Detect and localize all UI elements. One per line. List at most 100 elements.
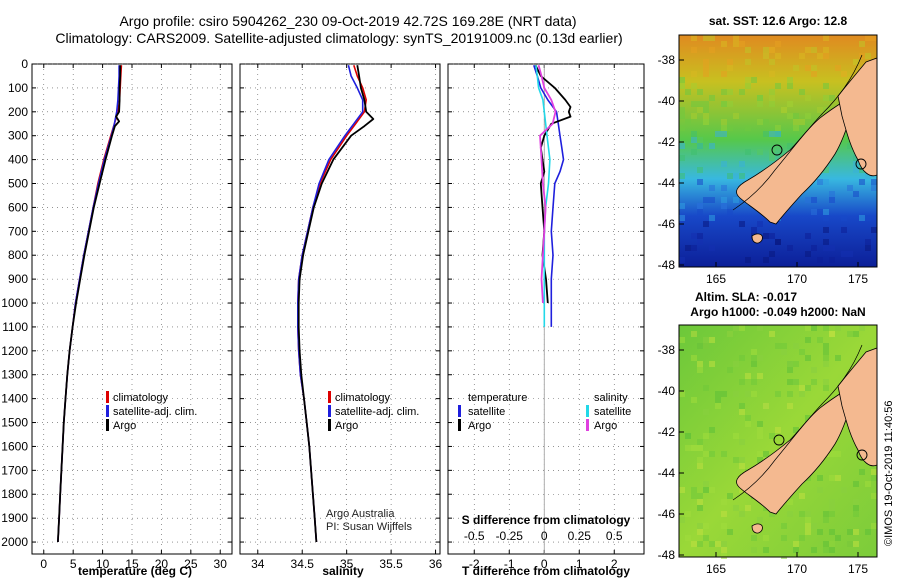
map-pixel — [811, 379, 817, 385]
map-pixel — [859, 469, 865, 475]
map-pixel — [679, 391, 685, 397]
map-pixel — [739, 403, 745, 409]
map-pixel — [817, 53, 823, 59]
map-pixel — [739, 457, 745, 463]
map-pixel — [763, 47, 769, 53]
map-pixel — [727, 89, 733, 95]
x-tick-label: -2 — [469, 557, 480, 571]
map-pixel — [865, 173, 871, 179]
map-pixel — [679, 143, 685, 149]
map-pixel — [709, 427, 715, 433]
map-pixel — [733, 505, 739, 511]
map-pixel — [745, 59, 751, 65]
map-pixel — [859, 41, 865, 47]
map-pixel — [691, 487, 697, 493]
map-pixel — [751, 391, 757, 397]
depth-tick-label: 100 — [8, 81, 28, 95]
map-pixel — [709, 47, 715, 53]
map-pixel — [745, 83, 751, 89]
x-tick-label: 35.5 — [379, 557, 403, 571]
depth-tick-label: 1500 — [1, 416, 28, 430]
map-pixel — [751, 547, 757, 553]
map-pixel — [817, 487, 823, 493]
map-pixel — [721, 541, 727, 547]
map-pixel — [823, 385, 829, 391]
map-pixel — [715, 131, 721, 137]
map-pixel — [697, 367, 703, 373]
map-pixel — [829, 95, 835, 101]
salinity-panel: 34 34.5 35 35.5 36 — [239, 63, 443, 571]
map-pixel — [811, 209, 817, 215]
map-pixel — [733, 391, 739, 397]
map-pixel — [721, 547, 727, 553]
map-pixel — [823, 349, 829, 355]
s-tick-label: 0.25 — [568, 529, 592, 543]
map-pixel — [817, 475, 823, 481]
legend-t-satellite: satellite — [468, 406, 505, 418]
map-pixel — [775, 41, 781, 47]
map-pixel — [781, 535, 787, 541]
map-pixel — [847, 143, 853, 149]
map-pixel — [751, 355, 757, 361]
map-pixel — [763, 119, 769, 125]
map-pixel — [805, 47, 811, 53]
sst-contour — [732, 54, 863, 211]
map-pixel — [865, 239, 871, 245]
map-pixel — [769, 233, 775, 239]
map-pixel — [715, 541, 721, 547]
legend-swatch-s-satellite — [586, 405, 589, 417]
map-pixel — [805, 523, 811, 529]
sla-south-island — [736, 389, 851, 515]
lat-tick-label: -48 — [658, 258, 676, 272]
map-pixel — [823, 343, 829, 349]
legend-swatch-argo — [328, 419, 331, 431]
map-pixel — [841, 71, 847, 77]
map-pixel — [691, 331, 697, 337]
legend-climatology: climatology — [113, 392, 169, 404]
map-pixel — [697, 457, 703, 463]
map-pixel — [679, 113, 685, 119]
map-pixel — [805, 251, 811, 257]
sla-marker-icon — [856, 449, 868, 461]
lon-tick-label: 170 — [787, 562, 807, 576]
map-pixel — [805, 95, 811, 101]
map-pixel — [685, 535, 691, 541]
series-line-t-satellite — [533, 64, 565, 327]
x-tick-label: 1 — [576, 557, 583, 571]
map-pixel — [733, 325, 739, 331]
map-pixel — [805, 325, 811, 331]
map-pixel — [835, 535, 841, 541]
map-pixel — [727, 493, 733, 499]
map-pixel — [853, 499, 859, 505]
map-pixel — [811, 197, 817, 203]
map-pixel — [829, 197, 835, 203]
depth-tick-label: 1100 — [2, 320, 28, 334]
map-pixel — [679, 107, 685, 113]
map-pixel — [739, 439, 745, 445]
s-tick-label: 0.5 — [606, 529, 623, 543]
map-pixel — [739, 355, 745, 361]
map-pixel — [751, 227, 757, 233]
map-pixel — [871, 185, 877, 191]
map-pixel — [685, 119, 691, 125]
map-pixel — [745, 47, 751, 53]
lon-tick-label: 170 — [787, 272, 807, 286]
map-pixel — [715, 403, 721, 409]
sst-marker-icon — [855, 158, 867, 170]
map-pixel — [727, 331, 733, 337]
map-pixel — [805, 233, 811, 239]
depth-tick-label: 900 — [8, 272, 28, 286]
map-pixel — [793, 113, 799, 119]
map-pixel — [805, 197, 811, 203]
legend-satellite-adj: satellite-adj. clim. — [335, 406, 419, 418]
map-pixel — [835, 451, 841, 457]
legend-temperature-title: temperature — [468, 392, 527, 404]
map-pixel — [799, 535, 805, 541]
map-pixel — [769, 131, 775, 137]
map-pixel — [745, 391, 751, 397]
map-pixel — [871, 475, 877, 481]
map-pixel — [733, 361, 739, 367]
salinity-legend: climatology satellite-adj. clim. Argo — [328, 391, 419, 432]
map-pixel — [721, 119, 727, 125]
map-pixel — [757, 355, 763, 361]
